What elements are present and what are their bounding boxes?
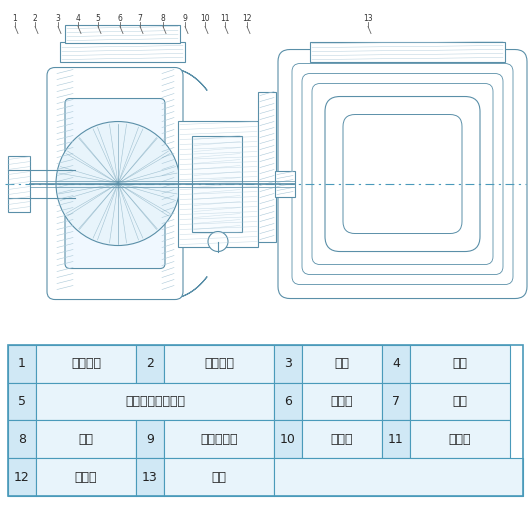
Text: 4: 4 [75,13,80,23]
Text: 轴承: 轴承 [452,395,467,408]
Text: 2: 2 [32,13,37,23]
Circle shape [380,267,400,287]
FancyBboxPatch shape [164,420,274,458]
Text: 外磁钢总成: 外磁钢总成 [200,433,238,446]
Text: 联接架: 联接架 [75,471,97,484]
Circle shape [56,121,180,246]
Text: 12: 12 [242,13,252,23]
FancyBboxPatch shape [36,458,136,496]
Text: 泵轴: 泵轴 [79,433,93,446]
FancyBboxPatch shape [302,345,382,382]
Text: 泵体衬套: 泵体衬套 [204,357,234,370]
FancyBboxPatch shape [136,345,164,382]
Text: 隔离套: 隔离套 [449,433,471,446]
Text: 9: 9 [146,433,154,446]
Text: 密封圈: 密封圈 [331,395,353,408]
FancyBboxPatch shape [8,156,30,211]
FancyBboxPatch shape [274,458,523,496]
FancyBboxPatch shape [60,41,185,61]
Text: 6: 6 [117,13,123,23]
FancyBboxPatch shape [8,382,36,420]
Text: 3: 3 [284,357,292,370]
FancyBboxPatch shape [382,345,410,382]
FancyBboxPatch shape [178,120,258,246]
FancyBboxPatch shape [65,98,165,268]
Text: 5: 5 [96,13,100,23]
FancyBboxPatch shape [47,68,183,300]
FancyBboxPatch shape [302,382,382,420]
FancyBboxPatch shape [325,97,480,251]
Text: 1: 1 [18,357,26,370]
FancyBboxPatch shape [36,420,136,458]
FancyBboxPatch shape [274,420,302,458]
Text: 1: 1 [13,13,18,23]
FancyBboxPatch shape [382,420,410,458]
Text: 13: 13 [363,13,373,23]
FancyBboxPatch shape [275,170,295,197]
Text: 12: 12 [14,471,30,484]
Text: 6: 6 [284,395,292,408]
Text: 静环: 静环 [335,357,349,370]
FancyBboxPatch shape [410,345,510,382]
Text: 5: 5 [18,395,26,408]
Circle shape [208,231,228,251]
FancyBboxPatch shape [258,92,276,242]
Text: 动环: 动环 [452,357,467,370]
Text: 13: 13 [142,471,158,484]
FancyBboxPatch shape [274,382,302,420]
FancyBboxPatch shape [278,50,527,298]
FancyBboxPatch shape [8,458,36,496]
Text: 叶轮、内磁钢总成: 叶轮、内磁钢总成 [125,395,185,408]
FancyBboxPatch shape [136,458,164,496]
Text: 10: 10 [200,13,210,23]
Text: 8: 8 [18,433,26,446]
FancyBboxPatch shape [274,345,302,382]
FancyBboxPatch shape [310,41,505,61]
Text: 9: 9 [183,13,187,23]
Text: 3: 3 [56,13,61,23]
Text: 止推环: 止推环 [331,433,353,446]
FancyBboxPatch shape [164,345,274,382]
FancyBboxPatch shape [8,345,36,382]
FancyBboxPatch shape [192,136,242,231]
FancyBboxPatch shape [410,382,510,420]
FancyBboxPatch shape [36,382,274,420]
Text: 7: 7 [138,13,142,23]
FancyBboxPatch shape [36,345,136,382]
Text: 11: 11 [388,433,404,446]
FancyBboxPatch shape [136,420,164,458]
Text: 8: 8 [160,13,165,23]
Text: 11: 11 [220,13,230,23]
Text: 进口法兰: 进口法兰 [71,357,101,370]
FancyBboxPatch shape [8,420,36,458]
Text: 4: 4 [392,357,400,370]
FancyBboxPatch shape [410,420,510,458]
Text: 10: 10 [280,433,296,446]
FancyBboxPatch shape [164,458,274,496]
FancyBboxPatch shape [302,420,382,458]
FancyBboxPatch shape [382,382,410,420]
Text: 电机: 电机 [211,471,227,484]
Text: 2: 2 [146,357,154,370]
Text: 7: 7 [392,395,400,408]
FancyBboxPatch shape [65,25,180,42]
Polygon shape [107,69,207,298]
